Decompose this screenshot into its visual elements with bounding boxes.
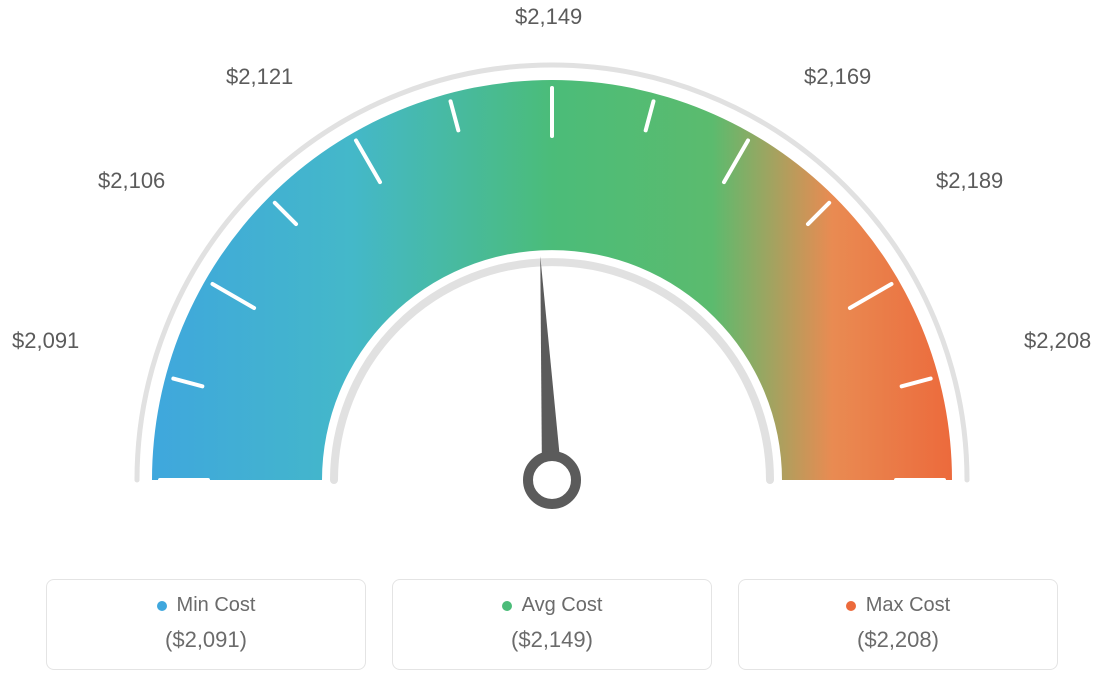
min-cost-label: Min Cost xyxy=(177,594,256,617)
avg-cost-card: Avg Cost ($2,149) xyxy=(392,579,712,670)
min-dot-icon xyxy=(157,601,167,611)
summary-cards: Min Cost ($2,091) Avg Cost ($2,149) Max … xyxy=(0,579,1104,670)
gauge-tick-label: $2,169 xyxy=(804,64,871,90)
gauge-chart: $2,091 $2,106 $2,121 $2,149 $2,169 $2,189 $2,2… xyxy=(0,0,1104,540)
gauge-tick-label: $2,208 xyxy=(1024,328,1091,354)
min-cost-title: Min Cost xyxy=(157,594,256,617)
gauge-tick-label: $2,091 xyxy=(12,328,79,354)
gauge-tick-label: $2,149 xyxy=(515,4,582,30)
gauge-tick-label: $2,106 xyxy=(98,168,165,194)
max-cost-label: Max Cost xyxy=(866,594,950,617)
gauge-svg xyxy=(82,40,1022,550)
avg-cost-title: Avg Cost xyxy=(502,594,603,617)
min-cost-card: Min Cost ($2,091) xyxy=(46,579,366,670)
avg-dot-icon xyxy=(502,601,512,611)
avg-cost-label: Avg Cost xyxy=(522,594,603,617)
max-cost-card: Max Cost ($2,208) xyxy=(738,579,1058,670)
avg-cost-value: ($2,149) xyxy=(413,627,691,653)
max-dot-icon xyxy=(846,601,856,611)
gauge-tick-label: $2,189 xyxy=(936,168,1003,194)
max-cost-value: ($2,208) xyxy=(759,627,1037,653)
gauge-tick-label: $2,121 xyxy=(226,64,293,90)
min-cost-value: ($2,091) xyxy=(67,627,345,653)
max-cost-title: Max Cost xyxy=(846,594,950,617)
